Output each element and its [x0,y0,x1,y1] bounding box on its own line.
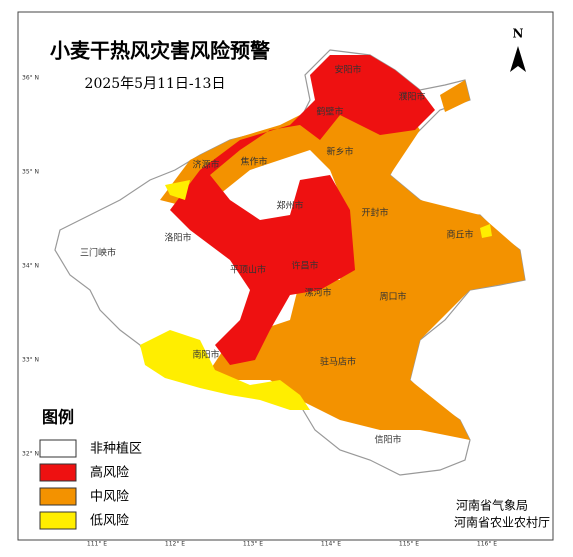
latitude-label: 36° N [22,75,39,82]
city-label: 平顶山市 [230,264,266,276]
medium-risk-area [440,80,470,112]
city-label: 开封市 [361,207,388,219]
longitude-label: 113° E [243,541,263,548]
city-label: 洛阳市 [164,232,191,244]
low-risk-area [140,330,310,410]
low-risk-area [165,180,190,200]
city-label: 焦作市 [240,156,267,168]
city-label: 商丘市 [446,229,473,241]
legend-label: 中风险 [90,490,129,505]
city-label: 济源市 [192,159,219,171]
longitude-label: 114° E [321,541,341,548]
city-label: 漯河市 [304,287,331,299]
city-label: 三门峡市 [80,247,116,259]
city-label: 郑州市 [276,200,303,212]
city-label: 濮阳市 [398,91,425,103]
longitude-label: 112° E [165,541,185,548]
legend-swatch [39,511,77,530]
legend-label: 高风险 [90,465,129,481]
legend-label: 非种植区 [90,442,142,457]
legend-swatch [39,487,77,506]
longitude-label: 111° E [87,541,107,548]
latitude-label: 32° N [22,451,39,458]
legend-swatch [39,439,77,458]
low-risk-area [480,224,492,238]
longitude-label: 115° E [399,541,419,548]
legend-title: 图例 [42,408,74,427]
city-label: 新乡市 [326,146,353,158]
city-label: 南阳市 [192,349,219,361]
high-risk-area [170,55,435,365]
city-label: 许昌市 [291,260,318,272]
latitude-label: 34° N [22,263,39,270]
longitude-label: 116° E [477,541,497,548]
city-label: 信阳市 [374,434,401,446]
north-arrow [510,46,526,72]
legend-label: 低风险 [90,514,129,529]
city-label: 鹤壁市 [316,106,343,118]
issuer: 河南省气象局 [456,498,528,513]
date-range: 2025年5月11日-13日 [85,76,226,92]
latitude-label: 35° N [22,169,39,176]
city-label: 周口市 [379,291,406,303]
map-title: 小麦干热风灾害风险预警 [50,39,270,63]
issuer: 河南省农业农村厅 [454,515,550,530]
north-label: N [513,27,524,41]
city-label: 驻马店市 [320,356,356,368]
legend-swatch [39,463,77,482]
city-label: 安阳市 [334,64,361,76]
latitude-label: 33° N [22,357,39,364]
